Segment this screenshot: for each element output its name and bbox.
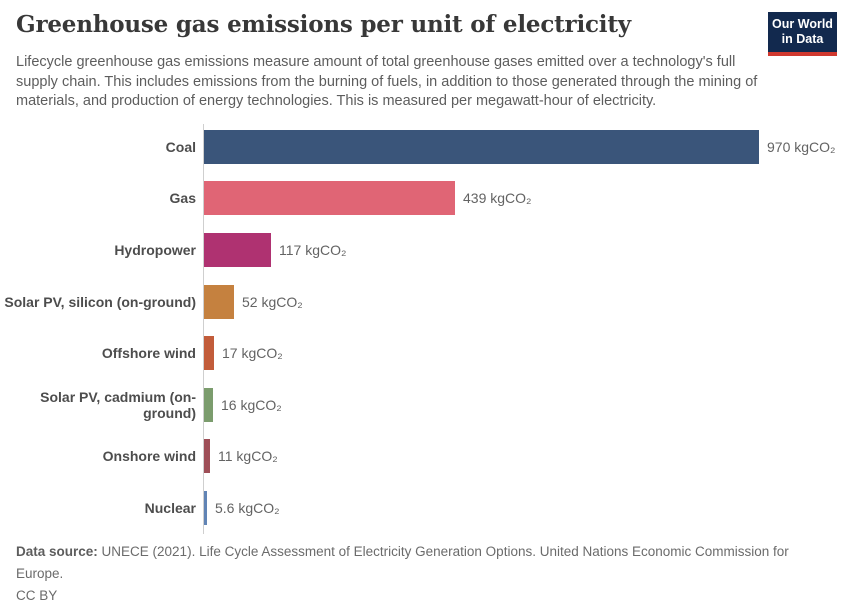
chart-subtitle: Lifecycle greenhouse gas emissions measu… xyxy=(16,54,758,109)
bar-cell: 16 kgCO₂ xyxy=(196,379,850,431)
category-label: Solar PV, silicon (on-ground) xyxy=(4,293,196,310)
category-label: Onshore wind xyxy=(102,448,196,465)
bar[interactable] xyxy=(204,129,759,164)
bar-cell: 439 kgCO₂ xyxy=(196,173,850,225)
category-label: Offshore wind xyxy=(101,345,196,362)
bar-row: Solar PV, cadmium (on-ground) 16 kgCO₂ xyxy=(0,379,850,431)
bar[interactable] xyxy=(204,284,234,319)
license-text[interactable]: CC BY xyxy=(16,588,58,600)
bar-chart: Coal 970 kgCO₂ Gas 439 kgCO₂ Hydropower … xyxy=(0,121,850,534)
category-label: Coal xyxy=(165,138,196,155)
bar[interactable] xyxy=(204,232,271,267)
value-label: 970 kgCO₂ xyxy=(767,138,836,155)
bar-cell: 11 kgCO₂ xyxy=(196,431,850,483)
category-label: Nuclear xyxy=(144,499,196,516)
value-label: 16 kgCO₂ xyxy=(221,396,282,413)
y-axis-line xyxy=(203,124,204,534)
bar[interactable] xyxy=(204,181,455,216)
value-label: 52 kgCO₂ xyxy=(242,293,303,310)
value-label: 17 kgCO₂ xyxy=(222,345,283,362)
owid-logo-line2: in Data xyxy=(781,32,824,46)
bar[interactable] xyxy=(204,439,210,474)
bar-row: Hydropower 117 kgCO₂ xyxy=(0,224,850,276)
bar-cell: 117 kgCO₂ xyxy=(196,224,850,276)
bar-cell: 5.6 kgCO₂ xyxy=(196,482,850,534)
bar-row: Gas 439 kgCO₂ xyxy=(0,173,850,225)
data-source-label: Data source: xyxy=(16,544,98,559)
value-label: 11 kgCO₂ xyxy=(218,448,278,465)
category-label: Gas xyxy=(169,190,196,207)
bar-row: Coal 970 kgCO₂ xyxy=(0,121,850,173)
bar-cell: 17 kgCO₂ xyxy=(196,327,850,379)
bar-rows: Coal 970 kgCO₂ Gas 439 kgCO₂ Hydropower … xyxy=(0,121,850,534)
value-label: 117 kgCO₂ xyxy=(279,241,347,258)
category-label: Hydropower xyxy=(114,241,196,258)
bar-row: Solar PV, silicon (on-ground) 52 kgCO₂ xyxy=(0,276,850,328)
data-source-line: Data source: UNECE (2021). Life Cycle As… xyxy=(16,541,836,585)
owid-logo-line1: Our World xyxy=(772,17,833,31)
bar-row: Offshore wind 17 kgCO₂ xyxy=(0,327,850,379)
bar-row: Onshore wind 11 kgCO₂ xyxy=(0,431,850,483)
bar[interactable] xyxy=(204,490,207,525)
category-label: Solar PV, cadmium (on-ground) xyxy=(40,388,196,421)
bar-cell: 970 kgCO₂ xyxy=(196,121,850,173)
value-label: 5.6 kgCO₂ xyxy=(215,499,280,516)
chart-footer: Data source: UNECE (2021). Life Cycle As… xyxy=(16,541,836,600)
bar-cell: 52 kgCO₂ xyxy=(196,276,850,328)
value-label: 439 kgCO₂ xyxy=(463,190,532,207)
owid-logo[interactable]: Our World in Data xyxy=(768,12,837,56)
data-source-text: UNECE (2021). Life Cycle Assessment of E… xyxy=(16,544,789,581)
bar[interactable] xyxy=(204,336,214,371)
bar-row: Nuclear 5.6 kgCO₂ xyxy=(0,482,850,534)
bar[interactable] xyxy=(204,387,213,422)
page-title: Greenhouse gas emissions per unit of ele… xyxy=(16,11,631,38)
